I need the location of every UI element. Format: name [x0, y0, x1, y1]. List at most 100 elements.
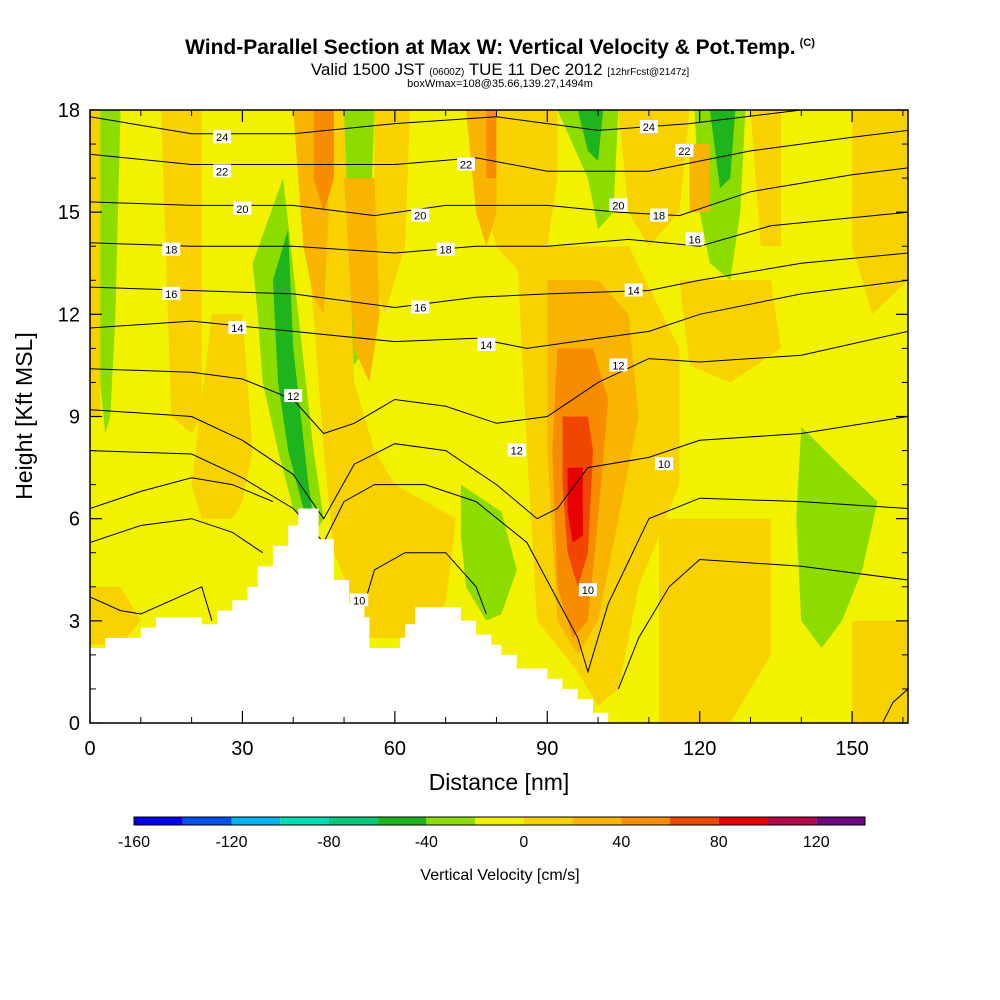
contour-label-box — [436, 242, 455, 256]
contour-label: 10 — [350, 593, 369, 607]
terrain-layer — [90, 508, 609, 723]
theta-contour-line — [90, 409, 908, 520]
contour-label-text: 20 — [236, 204, 248, 216]
velocity-region — [293, 110, 456, 638]
contour-label-text: 14 — [231, 323, 243, 335]
colorbar-swatch — [718, 817, 768, 825]
subtitle-date: TUE 11 Dec 2012 — [468, 60, 603, 79]
y-tick-label: 3 — [69, 611, 80, 633]
velocity-region — [90, 110, 101, 417]
contour-label-box — [213, 164, 232, 178]
colorbar-tick-label: -120 — [215, 834, 247, 851]
colorbar-swatch — [426, 817, 476, 825]
theta-contour-line — [617, 558, 908, 690]
contour-label: 16 — [411, 300, 430, 315]
title-copyright: (C) — [799, 37, 815, 49]
x-tick-label: 120 — [683, 738, 716, 760]
contour-label-text: 10 — [353, 595, 365, 607]
contour-label-text: 12 — [612, 360, 624, 372]
contour-label-box — [162, 286, 181, 300]
velocity-region — [852, 620, 908, 723]
contour-label: 12 — [609, 358, 628, 372]
contour-label: 16 — [162, 286, 181, 301]
velocity-region — [191, 314, 253, 519]
contour-label: 22 — [213, 164, 232, 178]
velocity-region — [618, 110, 690, 247]
contour-label: 12 — [284, 389, 303, 403]
colorbar-tick-label: 0 — [519, 834, 528, 851]
contour-label-text: 22 — [678, 146, 690, 158]
contour-label-text: 14 — [628, 285, 640, 297]
theta-contour-line — [90, 330, 908, 435]
x-axis-title: Distance [nm] — [429, 769, 570, 795]
x-tick-label: 0 — [84, 738, 95, 760]
contour-label: 20 — [233, 201, 252, 216]
contour-label: 22 — [456, 157, 475, 171]
velocity-region — [689, 144, 710, 213]
chart-title: Wind-Parallel Section at Max W: Vertical… — [0, 36, 1000, 60]
velocity-region — [679, 280, 781, 383]
contour-label: 18 — [650, 208, 669, 223]
contour-label: 18 — [162, 242, 181, 257]
colorbar-tick-label: -160 — [118, 834, 150, 851]
contour-label: 14 — [477, 337, 496, 352]
chart-subtitle: Valid 1500 JST (0600Z) TUE 11 Dec 2012 [… — [0, 60, 1000, 80]
velocity-region — [100, 110, 121, 434]
theta-contour-line — [90, 279, 908, 349]
colorbar-swatch — [280, 817, 329, 825]
contour-label-text: 12 — [511, 446, 523, 458]
velocity-region — [374, 110, 411, 315]
contour-label-box — [639, 120, 658, 134]
x-tick-label: 30 — [231, 738, 253, 760]
y-tick-label: 15 — [58, 202, 80, 224]
contour-label-text: 10 — [658, 459, 670, 471]
colorbar-swatch — [231, 817, 281, 825]
y-axis-title: Height [Kft MSL] — [11, 332, 37, 499]
contour-label-box — [609, 198, 628, 212]
contour-label-text: 16 — [165, 289, 177, 301]
velocity-region — [272, 229, 314, 519]
theta-contour-line — [90, 450, 908, 674]
contour-label: 12 — [507, 443, 526, 458]
contour-label-text: 16 — [688, 234, 700, 246]
colorbar-swatch — [377, 817, 427, 825]
x-tick-label: 60 — [384, 738, 406, 760]
velocity-region — [557, 110, 619, 230]
y-tick-label: 9 — [69, 407, 80, 429]
colorbar-swatch — [621, 817, 671, 825]
velocity-region — [313, 110, 334, 213]
contour-label: 10 — [655, 457, 674, 471]
theta-contour-line — [90, 518, 263, 554]
velocity-region — [567, 467, 583, 543]
theta-contour-line — [90, 167, 908, 217]
theta-contour-line — [90, 129, 908, 172]
contour-label-box — [162, 242, 181, 256]
contour-label-text: 22 — [460, 159, 472, 171]
velocity-region — [486, 110, 497, 179]
contour-label-text: 18 — [653, 211, 665, 223]
contour-label-text: 24 — [643, 122, 655, 134]
contour-label: 20 — [411, 208, 430, 223]
contour-label: 10 — [578, 583, 597, 597]
contour-label-box — [477, 337, 496, 351]
contour-label-box — [228, 320, 247, 334]
colorbar-tick-label: 120 — [803, 834, 830, 851]
contour-label-box — [655, 457, 674, 471]
box-info: boxWmax=108@35.66,139.27,1494m — [407, 78, 593, 90]
contour-label: 20 — [609, 198, 628, 212]
theta-contour-line — [90, 211, 908, 254]
contour-label-box — [609, 358, 628, 372]
y-tick-label: 0 — [69, 713, 80, 735]
y-tick-label: 6 — [69, 509, 80, 531]
x-tick-label: 90 — [536, 738, 558, 760]
contour-label-text: 22 — [216, 166, 228, 178]
contour-label-text: 18 — [165, 245, 177, 257]
contour-label-box — [411, 208, 430, 222]
contour-label: 22 — [675, 143, 694, 158]
velocity-region — [577, 110, 604, 162]
theta-contour-line — [90, 252, 908, 309]
theta-contour-line — [882, 688, 908, 723]
colorbar-swatch — [182, 817, 232, 825]
theta-contour-line — [90, 586, 213, 621]
